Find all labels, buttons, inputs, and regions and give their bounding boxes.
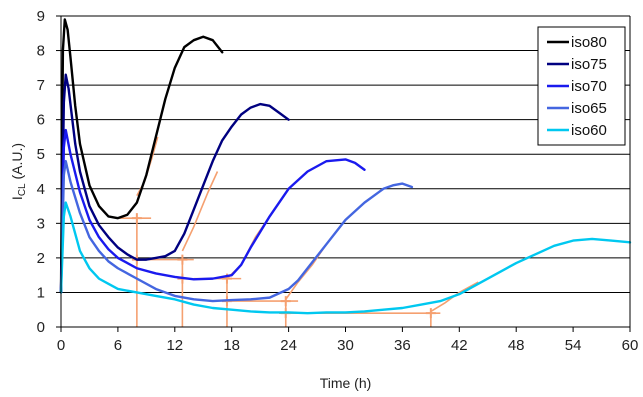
y-tick-label-1: 1	[37, 284, 45, 301]
annotation-marker-6	[280, 296, 291, 307]
annotation-marker-2	[177, 254, 188, 265]
series-lines	[59, 18, 632, 315]
y-tick-label-4: 4	[37, 181, 45, 198]
y-axis-label-unit: (A.U.)	[9, 143, 25, 183]
x-axis-label: Time (h)	[320, 375, 372, 391]
y-tick-labels: 0 1 2 3 4 5 6 7 8 9	[37, 8, 45, 336]
x-tick-label-6: 6	[114, 337, 122, 354]
legend-label-iso70: iso70	[571, 78, 607, 95]
x-tick-label-48: 48	[508, 337, 525, 354]
y-tick-label-6: 6	[37, 112, 45, 129]
legend-label-iso80: iso80	[571, 34, 607, 51]
x-tick-label-12: 12	[166, 337, 183, 354]
series-line-iso75	[59, 73, 290, 294]
x-tick-label-30: 30	[337, 337, 354, 354]
legend-label-iso60: iso60	[571, 122, 607, 139]
y-tick-label-9: 9	[37, 8, 45, 25]
series-line-iso70	[59, 128, 366, 294]
legend-label-iso65: iso65	[571, 100, 607, 117]
plot-area	[61, 16, 630, 327]
y-axis-label: ICL (A.U.)	[9, 143, 28, 200]
y-axis-label-main: I	[9, 196, 25, 200]
x-tick-label-54: 54	[565, 337, 582, 354]
annotation-marker-0	[131, 213, 142, 224]
series-line-iso60	[59, 201, 632, 315]
x-tick-label-42: 42	[451, 337, 468, 354]
y-tick-label-8: 8	[37, 43, 45, 60]
legend: iso80 iso75 iso70 iso65 iso60	[537, 26, 626, 146]
axes	[56, 15, 631, 332]
x-tick-labels: 0 6 12 18 24 30 36 42 48 54 60	[57, 337, 639, 354]
annotation-marker-8	[425, 308, 436, 319]
y-tick-label-0: 0	[37, 319, 45, 336]
x-tick-label-0: 0	[57, 337, 65, 354]
y-tick-label-5: 5	[37, 146, 45, 163]
y-tick-label-3: 3	[37, 215, 45, 232]
series-line-iso65	[59, 159, 414, 303]
y-axis-label-sub: CL	[17, 183, 28, 196]
x-tick-label-60: 60	[622, 337, 639, 354]
x-tick-label-18: 18	[223, 337, 240, 354]
y-tick-label-7: 7	[37, 77, 45, 94]
x-tick-label-24: 24	[280, 337, 297, 354]
x-tick-label-36: 36	[394, 337, 411, 354]
y-tick-label-2: 2	[37, 250, 45, 267]
legend-label-iso75: iso75	[571, 56, 607, 73]
annotation-line-5	[181, 171, 219, 252]
series-line-iso80	[59, 18, 224, 294]
